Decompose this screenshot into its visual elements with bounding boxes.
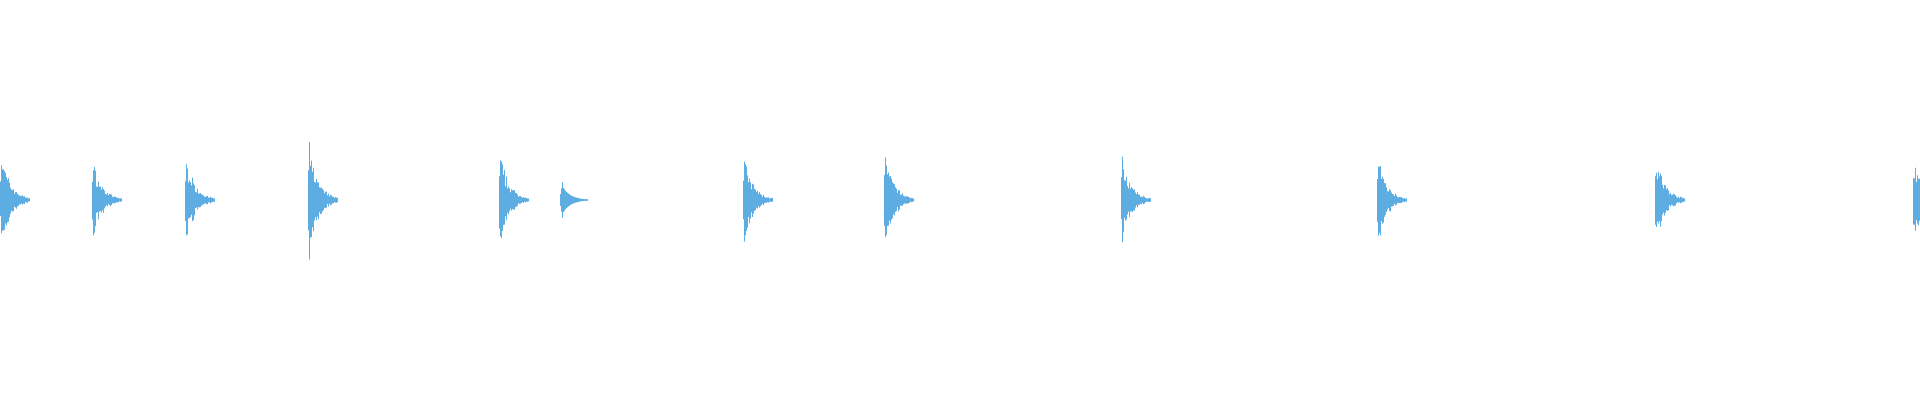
- waveform-burst-path: [1377, 166, 1407, 236]
- waveform-burst-path: [1913, 167, 1920, 231]
- waveform-bursts: [0, 142, 1920, 260]
- waveform-burst-path: [743, 161, 773, 242]
- waveform-burst: [743, 161, 773, 242]
- waveform-burst-path: [185, 164, 215, 236]
- waveform-burst-path: [0, 165, 30, 234]
- waveform-burst: [92, 167, 122, 236]
- waveform-burst: [0, 165, 30, 234]
- waveform-burst-path: [1655, 171, 1685, 227]
- waveform-burst-path: [1121, 156, 1151, 243]
- waveform-burst-path: [560, 182, 588, 218]
- waveform-burst-path: [308, 142, 338, 260]
- waveform-burst: [1913, 167, 1920, 231]
- waveform-burst-path: [92, 167, 122, 236]
- waveform-burst: [499, 160, 529, 238]
- waveform-burst: [560, 182, 588, 218]
- waveform-burst: [1655, 171, 1685, 227]
- waveform-burst-path: [884, 157, 914, 237]
- waveform-burst: [185, 164, 215, 236]
- waveform-burst: [884, 157, 914, 237]
- waveform-burst: [1377, 166, 1407, 236]
- waveform-burst: [1121, 156, 1151, 243]
- waveform-burst-path: [499, 160, 529, 238]
- waveform-burst: [308, 142, 338, 260]
